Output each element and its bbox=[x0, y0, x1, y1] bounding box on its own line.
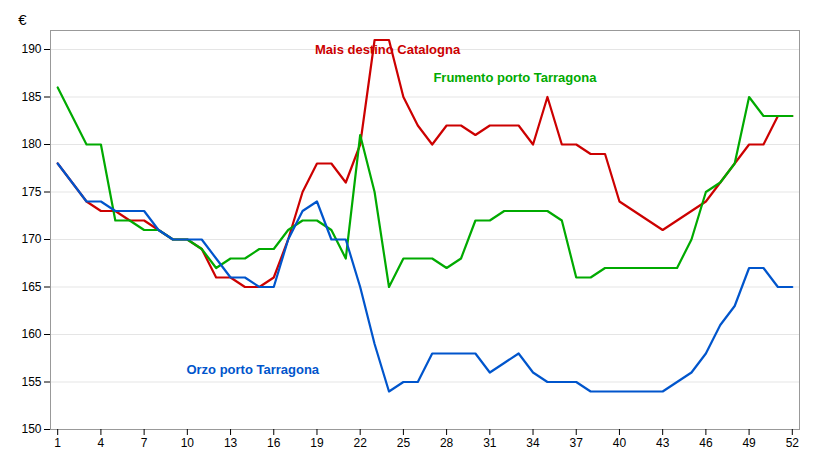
svg-text:Mais destino Catalogna: Mais destino Catalogna bbox=[315, 42, 461, 57]
svg-text:28: 28 bbox=[440, 436, 454, 450]
svg-text:34: 34 bbox=[526, 436, 540, 450]
svg-text:43: 43 bbox=[656, 436, 670, 450]
svg-text:1: 1 bbox=[54, 436, 61, 450]
svg-text:52: 52 bbox=[786, 436, 800, 450]
svg-text:31: 31 bbox=[483, 436, 497, 450]
svg-text:Orzo porto Tarragona: Orzo porto Tarragona bbox=[186, 362, 319, 377]
svg-text:150: 150 bbox=[21, 422, 41, 436]
svg-text:155: 155 bbox=[21, 375, 41, 389]
svg-text:40: 40 bbox=[613, 436, 627, 450]
svg-text:185: 185 bbox=[21, 90, 41, 104]
svg-text:165: 165 bbox=[21, 280, 41, 294]
svg-text:4: 4 bbox=[98, 436, 105, 450]
svg-text:€: € bbox=[18, 11, 27, 28]
svg-text:37: 37 bbox=[570, 436, 584, 450]
svg-text:19: 19 bbox=[310, 436, 324, 450]
svg-text:180: 180 bbox=[21, 137, 41, 151]
svg-text:22: 22 bbox=[354, 436, 368, 450]
svg-text:25: 25 bbox=[397, 436, 411, 450]
svg-text:7: 7 bbox=[141, 436, 148, 450]
svg-text:13: 13 bbox=[224, 436, 238, 450]
svg-text:49: 49 bbox=[742, 436, 756, 450]
svg-text:46: 46 bbox=[699, 436, 713, 450]
svg-text:16: 16 bbox=[267, 436, 281, 450]
svg-text:Frumento porto Tarragona: Frumento porto Tarragona bbox=[433, 70, 597, 85]
svg-text:10: 10 bbox=[181, 436, 195, 450]
svg-text:160: 160 bbox=[21, 327, 41, 341]
svg-text:170: 170 bbox=[21, 232, 41, 246]
svg-text:190: 190 bbox=[21, 42, 41, 56]
svg-text:175: 175 bbox=[21, 185, 41, 199]
